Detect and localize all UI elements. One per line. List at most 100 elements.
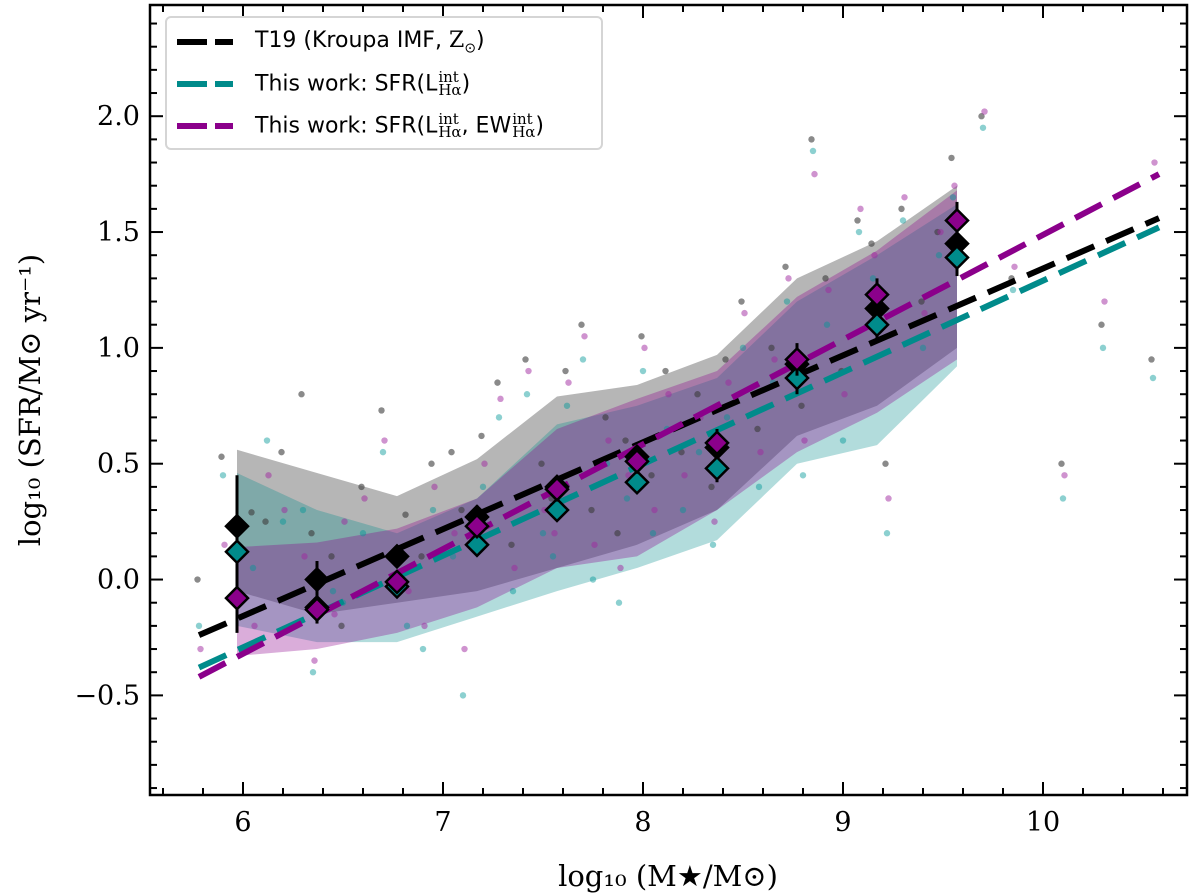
scatter-point-purple [921, 309, 928, 317]
y-tick-label: 1.0 [97, 333, 140, 364]
scatter-point-teal [935, 252, 943, 259]
scatter-point-t19 [338, 622, 345, 630]
legend-entry-t19: T19 (Kroupa IMF, Z⊙) [177, 22, 485, 62]
scatter-point-purple [681, 472, 688, 479]
scatter-point-t19 [328, 553, 335, 560]
bin-diamond-purple [384, 569, 410, 595]
scatter-point-purple [591, 541, 598, 548]
scatter-point-purple [581, 333, 588, 340]
scatter-point-t19 [918, 298, 925, 305]
scatter-point-t19 [898, 205, 905, 213]
bin-diamond-purple [704, 430, 730, 456]
bin-diamond-purple [464, 513, 490, 540]
bin-diamond-t19 [384, 543, 410, 570]
scatter-point-teal [479, 483, 487, 491]
scatter-point-teal [723, 414, 731, 421]
scatter-point-purple [481, 460, 488, 467]
bin-diamond-t19 [304, 566, 330, 593]
scatter-point-purple [1151, 159, 1158, 166]
scatter-point-teal [919, 344, 927, 352]
scatter-point-purple [265, 472, 272, 479]
scatter-point-t19 [194, 576, 201, 583]
scatter-point-purple [617, 564, 624, 572]
scatter-point-teal [799, 472, 807, 479]
scatter-point-teal [299, 506, 307, 514]
scatter-point-teal [263, 437, 271, 444]
axes: 6 7 8 9 10 −0.5 0.0 0.5 1.0 1.5 2.0 [74, 3, 1189, 838]
scatter-point-teal [429, 506, 437, 514]
scatter-point-t19 [378, 407, 385, 414]
scatter-point-teal [855, 228, 863, 236]
scatter-point-t19 [708, 483, 715, 491]
scatter-point-purple [725, 379, 732, 386]
scatter-point-purple [461, 645, 468, 653]
scatter-point-teal [523, 391, 531, 398]
scatter-point-t19 [1058, 460, 1065, 467]
scatter-point-t19 [248, 509, 255, 516]
scatter-point-teal [615, 599, 623, 606]
scatter-point-teal [979, 124, 987, 131]
scatter-point-purple [565, 379, 572, 386]
x-tick-label: 9 [834, 807, 851, 838]
fit-lines [197, 171, 1161, 680]
scatter-point-teal [1059, 495, 1067, 502]
scatter-point-teal [869, 275, 877, 282]
legend: T19 (Kroupa IMF, Z⊙) This work: SFR(L int… [165, 16, 603, 150]
scatter-point-teal [649, 530, 657, 537]
scatter-point-t19 [298, 391, 305, 398]
scatter-point-purple [331, 611, 338, 618]
scatter-point-purple [811, 170, 818, 178]
scatter-point-purple [757, 448, 764, 456]
fit-line-teal [197, 224, 1161, 671]
scatter-point-purple [885, 495, 892, 502]
scatter-point-purple [511, 564, 518, 572]
bin-diamond-teal [224, 538, 250, 565]
scatter-point-teal [249, 564, 257, 572]
scatter-point-t19 [808, 136, 815, 143]
scatter-point-purple [341, 518, 348, 525]
x-tick-label: 10 [1026, 807, 1060, 838]
scatter-point-purple [951, 182, 958, 189]
scatter-point-t19 [538, 460, 545, 467]
legend-label: This work: SFR(L int Hα, EW int Hα) [255, 109, 545, 141]
scatter-point-t19 [782, 263, 789, 270]
fit-line-purple [197, 171, 1161, 680]
binned-medians [224, 201, 970, 633]
scatter-point-t19 [494, 379, 501, 386]
y-tick-label: 0.5 [97, 449, 140, 480]
scatter-point-purple [431, 483, 438, 491]
scatter-point-purple [641, 344, 648, 352]
scatter-point-t19 [428, 460, 435, 467]
scatter-point-purple [251, 622, 258, 630]
scatter-point-t19 [478, 432, 485, 440]
scatter-point-t19 [588, 506, 595, 514]
scatter-point-teal [549, 553, 557, 560]
scatter-point-teal [639, 367, 647, 375]
scatter-point-purple [785, 275, 792, 282]
y-tick-label: −0.5 [74, 680, 140, 711]
bin-diamond-purple [784, 346, 810, 373]
scatter-point-teal [195, 622, 203, 630]
scatter-point-t19 [418, 553, 425, 560]
legend-entry-sfr-lha-ew: This work: SFR(L int Hα, EW int Hα) [177, 106, 544, 146]
scatter-point-purple [525, 367, 532, 375]
scatter-point-t19 [578, 321, 585, 328]
scatter-point-purple [871, 252, 878, 259]
scatter-point-teal [809, 147, 817, 155]
scatter-point-purple [857, 205, 864, 213]
scatter-point-teal [309, 669, 317, 676]
scatter-point-purple [361, 495, 368, 502]
x-tick-label: 6 [234, 807, 251, 838]
scatter-point-teal [329, 587, 337, 595]
scatter-point-t19 [262, 518, 269, 525]
scatter-point-t19 [798, 402, 805, 409]
scatter-point-t19 [1148, 356, 1155, 363]
scatter-point-purple [451, 530, 458, 537]
scatter-point-teal [709, 541, 717, 548]
scatter-point-teal [509, 587, 517, 595]
scatter-point-t19 [738, 298, 745, 305]
scatter-point-t19 [868, 240, 875, 247]
scatter-point-purple [281, 506, 288, 514]
scatter-point-purple [221, 541, 228, 548]
